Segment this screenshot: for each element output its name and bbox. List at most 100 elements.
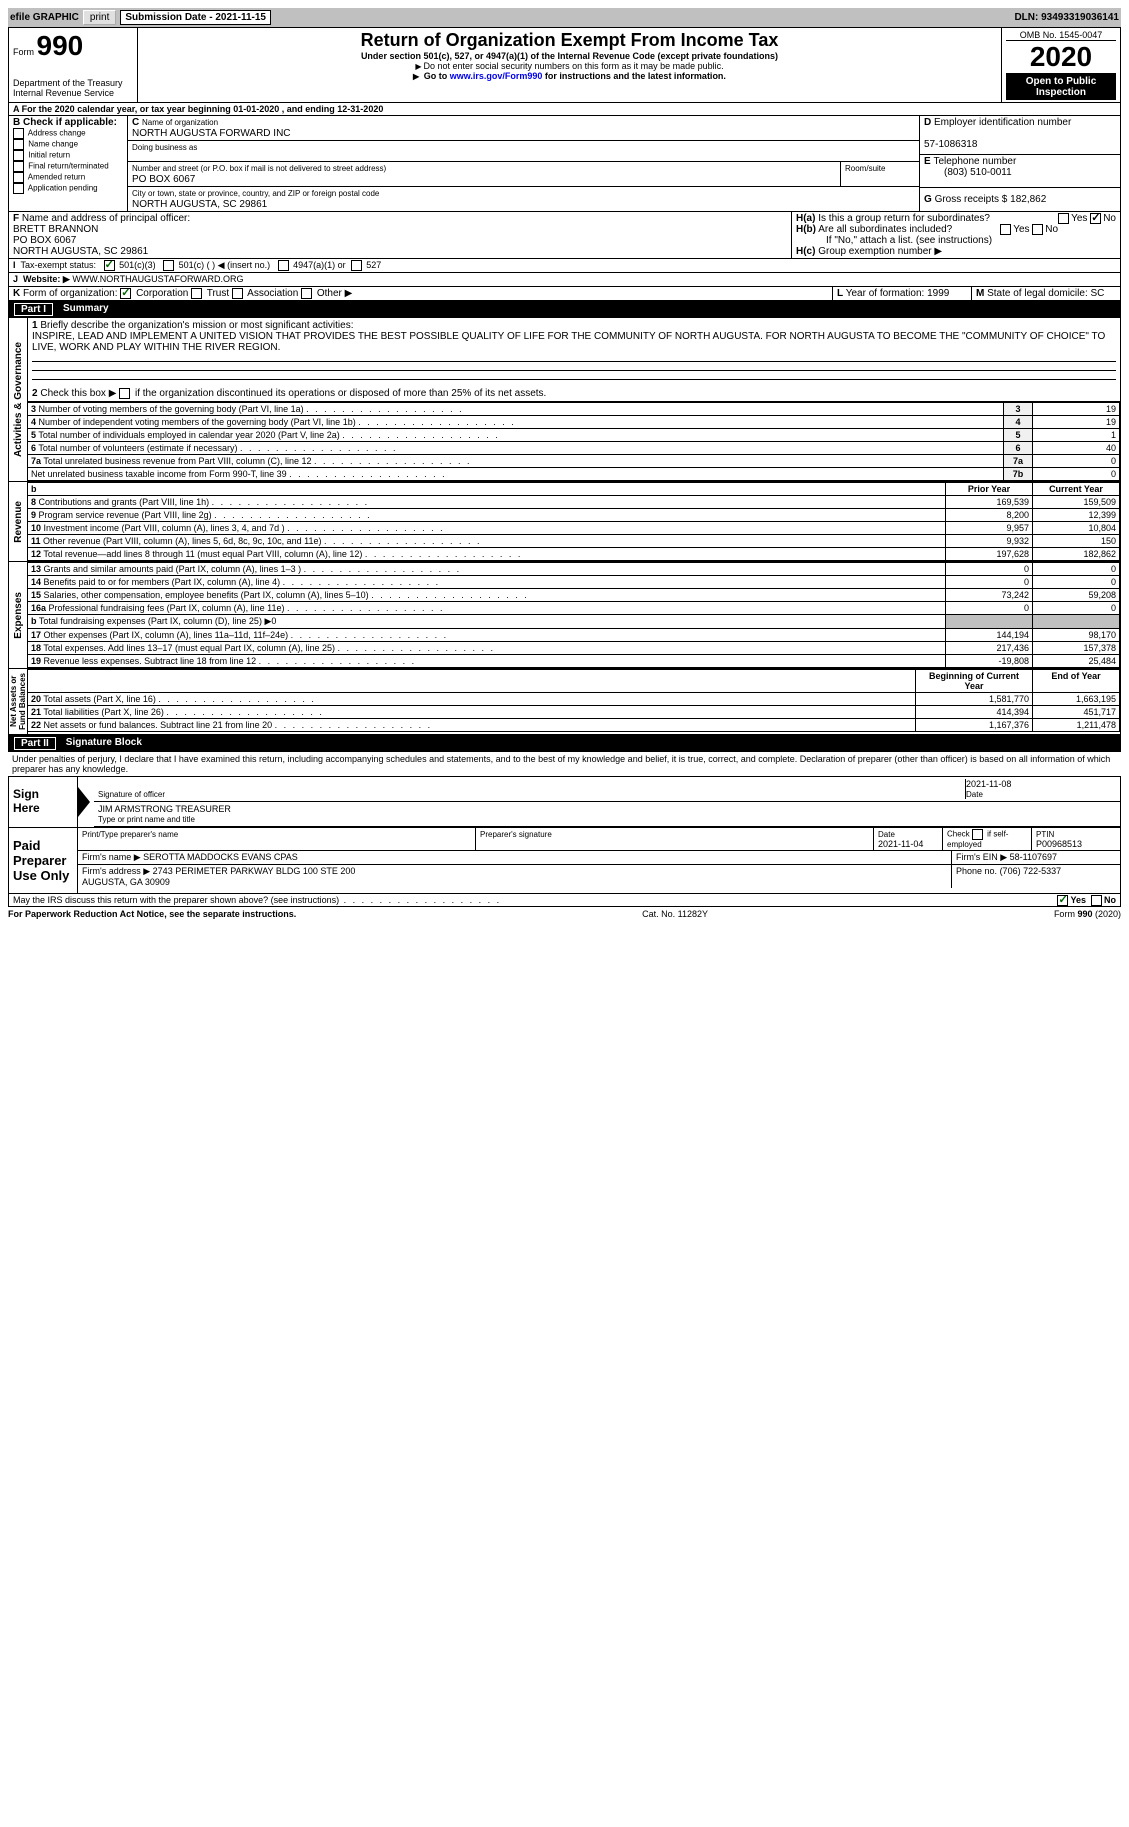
hb-note: If "No," attach a list. (see instruction… — [796, 235, 1116, 246]
phone-label: Telephone number — [933, 156, 1016, 167]
form-number: 990 — [37, 30, 84, 61]
corp-checkbox[interactable] — [120, 288, 131, 299]
discuss-row: May the IRS discuss this return with the… — [8, 894, 1121, 907]
dba-label: Doing business as — [132, 143, 197, 152]
4947-checkbox[interactable] — [278, 260, 289, 271]
summary-row: 17 Other expenses (Part IX, column (A), … — [28, 629, 1120, 642]
efile-topbar: efile GRAPHIC print Submission Date - 20… — [8, 8, 1121, 27]
pra-notice: For Paperwork Reduction Act Notice, see … — [8, 909, 296, 919]
ha-yes-checkbox[interactable] — [1058, 213, 1069, 224]
boxb-checkbox[interactable] — [13, 128, 24, 139]
room-label: Room/suite — [845, 164, 885, 173]
prep-sig-label: Preparer's signature — [480, 830, 552, 839]
form-header: Form 990 Department of the Treasury Inte… — [8, 27, 1121, 103]
vtab-governance: Activities & Governance — [13, 338, 24, 461]
prep-date: 2021-11-04 — [878, 839, 923, 849]
summary-row: 20 Total assets (Part X, line 16) 1,581,… — [28, 693, 1120, 706]
discuss-yes-checkbox[interactable] — [1057, 895, 1068, 906]
summary-row: 13 Grants and similar amounts paid (Part… — [28, 563, 1120, 576]
dept-treasury: Department of the Treasury Internal Reve… — [13, 78, 133, 98]
open-public: Open to Public Inspection — [1006, 74, 1116, 100]
sign-arrow-icon — [78, 787, 90, 817]
paid-preparer-block: Paid Preparer Use Only Print/Type prepar… — [8, 828, 1121, 894]
summary-row: 14 Benefits paid to or for members (Part… — [28, 576, 1120, 589]
summary-row: 6 Total number of volunteers (estimate i… — [28, 442, 1120, 455]
boxb-checkbox[interactable] — [13, 172, 24, 183]
summary-row: 4 Number of independent voting members o… — [28, 416, 1120, 429]
domicile-state: SC — [1091, 288, 1105, 299]
assoc-checkbox[interactable] — [232, 288, 243, 299]
part-2-header: Part II Signature Block — [8, 735, 1121, 752]
vtab-expenses: Expenses — [13, 588, 24, 643]
phone-value: (803) 510-0011 — [924, 167, 1012, 178]
other-checkbox[interactable] — [301, 288, 312, 299]
self-emp-checkbox[interactable] — [972, 829, 983, 840]
print-button[interactable]: print — [83, 10, 116, 25]
line-a-period: A For the 2020 calendar year, or tax yea… — [8, 103, 1121, 116]
summary-row: b Total fundraising expenses (Part IX, c… — [28, 615, 1120, 629]
summary-row: 5 Total number of individuals employed i… — [28, 429, 1120, 442]
gross-label: Gross receipts $ — [935, 194, 1008, 205]
penalties-text: Under penalties of perjury, I declare th… — [8, 752, 1121, 776]
hb-no-checkbox[interactable] — [1032, 224, 1043, 235]
vtab-revenue: Revenue — [13, 497, 24, 547]
org-name: NORTH AUGUSTA FORWARD INC — [132, 128, 291, 139]
domicile-label: State of legal domicile: — [987, 288, 1088, 299]
note-goto: Go to www.irs.gov/Form990 for instructio… — [142, 71, 997, 81]
summary-row: Net unrelated business taxable income fr… — [28, 468, 1120, 481]
col-prior-year: Prior Year — [946, 483, 1033, 496]
city-label: City or town, state or province, country… — [132, 189, 379, 198]
501c-checkbox[interactable] — [163, 260, 174, 271]
officer-label: Name and address of principal officer: — [22, 213, 190, 224]
paid-preparer-label: Paid Preparer Use Only — [9, 828, 78, 893]
527-checkbox[interactable] — [351, 260, 362, 271]
note-ssn: Do not enter social security numbers on … — [142, 61, 997, 71]
hb-yes-checkbox[interactable] — [1000, 224, 1011, 235]
q1-label: Briefly describe the organization's miss… — [40, 320, 353, 331]
addr-label: Number and street (or P.O. box if mail i… — [132, 164, 386, 173]
line-i: I Tax-exempt status: 501(c)(3) 501(c) ( … — [8, 259, 1121, 273]
boxb-option: Final return/terminated — [13, 161, 123, 172]
summary-row: 11 Other revenue (Part VIII, column (A),… — [28, 535, 1120, 548]
box-b-label: B Check if applicable: — [13, 117, 123, 128]
firm-phone: (706) 722-5337 — [1000, 866, 1062, 876]
part-1-header: Part I Summary — [8, 301, 1121, 318]
ein-label: Employer identification number — [934, 117, 1071, 128]
boxb-option: Application pending — [13, 183, 123, 194]
q2-text: Check this box ▶ if the organization dis… — [40, 388, 546, 399]
irs-link[interactable]: www.irs.gov/Form990 — [450, 71, 543, 81]
boxb-checkbox[interactable] — [13, 161, 24, 172]
summary-row: 9 Program service revenue (Part VIII, li… — [28, 509, 1120, 522]
h-c: H(c) Group exemption number ▶ — [796, 246, 1116, 257]
efile-label: efile GRAPHIC — [10, 12, 79, 23]
form-subtitle: Under section 501(c), 527, or 4947(a)(1)… — [142, 51, 997, 61]
boxb-checkbox[interactable] — [13, 150, 24, 161]
501c3-checkbox[interactable] — [104, 260, 115, 271]
trust-checkbox[interactable] — [191, 288, 202, 299]
vtab-netassets: Net Assets or Fund Balances — [9, 669, 27, 734]
summary-row: 18 Total expenses. Add lines 13–17 (must… — [28, 642, 1120, 655]
website-url: WWW.NORTHAUGUSTAFORWARD.ORG — [72, 274, 243, 284]
ein-value: 57-1086318 — [924, 139, 977, 150]
tax-year: 2020 — [1006, 41, 1116, 74]
boxb-option: Address change — [13, 128, 123, 139]
firm-ein: 58-1107697 — [1010, 852, 1057, 862]
sig-officer-label: Signature of officer — [98, 790, 165, 799]
summary-row: 15 Salaries, other compensation, employe… — [28, 589, 1120, 602]
summary-row: 8 Contributions and grants (Part VIII, l… — [28, 496, 1120, 509]
summary-row: 19 Revenue less expenses. Subtract line … — [28, 655, 1120, 668]
boxb-checkbox[interactable] — [13, 183, 24, 194]
cat-no: Cat. No. 11282Y — [642, 909, 708, 919]
sign-here-block: Sign Here Signature of officer 2021-11-0… — [8, 776, 1121, 828]
summary-row: 10 Investment income (Part VIII, column … — [28, 522, 1120, 535]
q2-checkbox[interactable] — [119, 388, 130, 399]
boxb-checkbox[interactable] — [13, 139, 24, 150]
form-title: Return of Organization Exempt From Incom… — [142, 30, 997, 51]
discuss-no-checkbox[interactable] — [1091, 895, 1102, 906]
year-formation-label: Year of formation: — [846, 288, 925, 299]
ha-no-checkbox[interactable] — [1090, 213, 1101, 224]
prep-name-label: Print/Type preparer's name — [82, 830, 178, 839]
dln: DLN: 93493319036141 — [1014, 12, 1119, 23]
sig-name: JIM ARMSTRONG TREASURER — [98, 804, 231, 814]
boxb-option: Amended return — [13, 172, 123, 183]
